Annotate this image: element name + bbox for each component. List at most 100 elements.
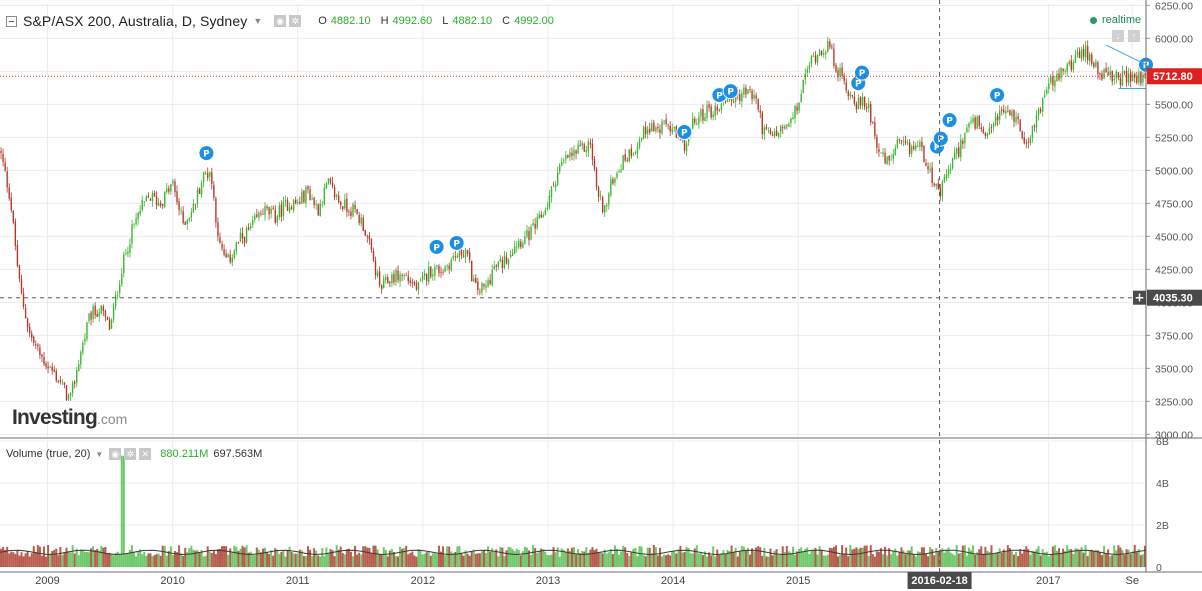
volume-bar <box>706 556 709 567</box>
volume-bar <box>761 555 764 567</box>
symbol-title[interactable]: S&P/ASX 200, Australia, D, Sydney <box>23 13 248 29</box>
collapse-icon[interactable] <box>6 15 17 27</box>
candle <box>550 185 553 203</box>
volume-bar <box>832 547 835 567</box>
volume-bar <box>642 555 645 567</box>
volume-bar <box>18 555 21 567</box>
candle <box>254 212 256 223</box>
volume-gear-icon[interactable]: ✲ <box>124 448 137 460</box>
candle <box>982 126 985 134</box>
volume-bar <box>61 555 64 567</box>
candle <box>626 157 628 163</box>
candle <box>108 316 111 331</box>
volume-bar <box>423 553 426 567</box>
price-axis[interactable]: 6250.006000.005750.005500.005250.005000.… <box>1133 0 1202 572</box>
candle <box>710 103 712 120</box>
volume-bar <box>970 550 973 567</box>
candle <box>125 248 127 256</box>
volume-bar <box>884 546 887 567</box>
volume-close-icon[interactable]: ✕ <box>139 448 152 460</box>
volume-bar <box>147 553 150 567</box>
event-marker[interactable]: P <box>932 130 949 147</box>
volume-bar <box>957 553 960 567</box>
candle <box>782 124 784 135</box>
candle <box>544 207 547 216</box>
volume-label[interactable]: Volume (true, 20) <box>6 448 91 460</box>
event-marker[interactable]: P <box>722 83 739 100</box>
volume-bar <box>188 548 191 567</box>
crosshair-price-label[interactable]: 4035.30 <box>1147 289 1202 306</box>
candle <box>597 185 600 202</box>
candle <box>558 163 561 175</box>
volume-bar <box>841 545 844 567</box>
eye-icon[interactable]: ◉ <box>274 15 287 27</box>
event-marker[interactable]: P <box>428 238 445 255</box>
symbol-header: S&P/ASX 200, Australia, D, Sydney ▼ ◉ ✲ … <box>6 12 560 30</box>
volume-bar <box>548 555 551 567</box>
event-markers[interactable]: PPPPPPPPPPPPP <box>198 56 1154 255</box>
candle <box>608 191 610 210</box>
volume-bar <box>530 554 533 567</box>
volume-bar <box>1117 545 1120 567</box>
volume-chevron-down-icon[interactable]: ▼ <box>95 449 104 459</box>
candle <box>761 110 763 140</box>
volume-bar <box>728 551 731 567</box>
candle <box>851 94 854 99</box>
candle <box>518 238 520 250</box>
event-marker[interactable]: P <box>989 87 1006 104</box>
crosshair-plus-button[interactable]: + <box>1133 290 1146 305</box>
candle <box>284 195 287 207</box>
volume-bar <box>775 549 778 567</box>
volume-bar <box>605 553 608 567</box>
volume-bar <box>247 552 250 567</box>
volume-bar <box>560 548 563 567</box>
gear-icon[interactable]: ✲ <box>289 15 302 27</box>
volume-bar <box>206 546 209 567</box>
plus-icon[interactable]: + <box>1134 291 1144 305</box>
volume-eye-icon[interactable]: ◉ <box>109 448 122 460</box>
volume-bar <box>935 548 938 567</box>
arrow-up-icon[interactable]: ↑ <box>1128 30 1140 42</box>
candle <box>368 232 371 245</box>
chevron-down-icon[interactable]: ▼ <box>253 16 263 26</box>
volume-bar <box>190 545 193 567</box>
candle <box>962 138 964 150</box>
candle <box>505 252 508 265</box>
volume-bar <box>986 550 989 567</box>
volume-axis[interactable]: 6B 4B 2B 0 <box>1156 436 1169 574</box>
candle <box>890 153 892 161</box>
volume-bar <box>470 551 473 567</box>
volume-bar <box>879 548 882 567</box>
candle <box>777 132 780 139</box>
event-marker[interactable]: P <box>676 124 693 141</box>
volume-bar <box>67 551 70 567</box>
candle <box>1009 109 1011 116</box>
volume-bar <box>712 546 715 567</box>
volume-bar <box>96 548 99 567</box>
candle <box>931 161 933 188</box>
candle <box>1091 52 1093 67</box>
time-axis[interactable]: 2009 2010 2011 2012 2013 2014 2015 2017 Se 2016-0… <box>0 571 1202 589</box>
volume-bar <box>638 546 641 567</box>
candle <box>286 197 289 212</box>
candle <box>589 138 592 149</box>
volume-bar <box>122 455 125 567</box>
candle <box>143 201 145 207</box>
event-marker[interactable]: P <box>198 145 215 162</box>
volume-bar <box>654 547 657 567</box>
candle <box>996 113 999 127</box>
candle <box>47 361 49 374</box>
volume-bar <box>511 549 514 567</box>
event-marker[interactable]: P <box>448 234 465 251</box>
arrow-down-icon[interactable]: ↓ <box>1112 30 1124 42</box>
event-marker[interactable]: P <box>941 112 958 129</box>
event-marker[interactable]: P <box>854 64 871 81</box>
candle <box>14 218 17 251</box>
volume-bar <box>771 555 774 567</box>
candle <box>706 100 708 122</box>
candle <box>313 196 315 209</box>
candle <box>509 250 512 258</box>
volume-bar <box>720 553 723 567</box>
volume-bar <box>221 546 224 567</box>
